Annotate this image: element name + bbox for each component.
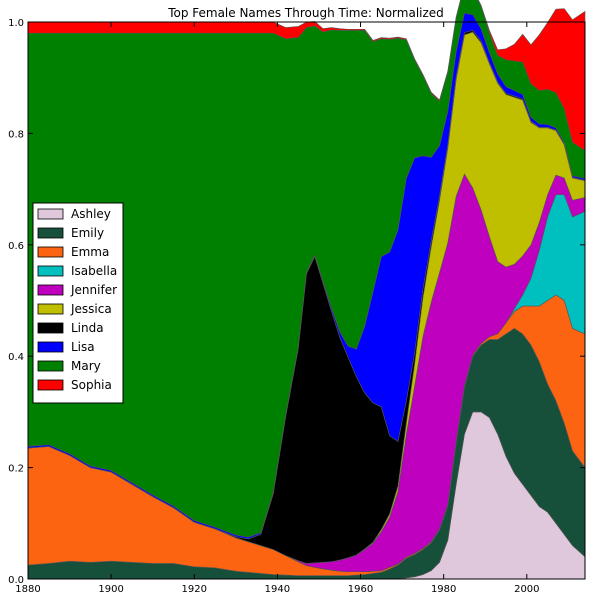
legend: Ashley Emily Emma Isabella Jennifer Jessica Li…: [32, 202, 124, 404]
y-tick-label: 0.4: [8, 352, 24, 363]
legend-swatch-isabella: [37, 265, 64, 277]
legend-label-emma: Emma: [71, 245, 109, 259]
axis-ticks: 1880 1900 1920 1940 1960 1980 2000 0.0 0.2 0.4 0.6…: [8, 18, 585, 595]
legend-swatch-jennifer: [37, 284, 64, 296]
legend-swatch-ashley: [37, 208, 64, 220]
legend-label-jessica: Jessica: [70, 302, 112, 316]
legend-label-mary: Mary: [71, 359, 101, 373]
plot-frame: [27, 21, 586, 580]
legend-label-isabella: Isabella: [71, 264, 117, 278]
legend-swatch-jessica: [37, 303, 64, 315]
x-tick-label: 1920: [182, 584, 207, 595]
x-tick-label: 1960: [348, 584, 373, 595]
legend-label-linda: Linda: [71, 321, 104, 335]
y-tick-label: 0.0: [8, 575, 24, 586]
legend-label-emily: Emily: [71, 226, 104, 240]
legend-swatch-sophia: [37, 379, 64, 391]
legend-swatch-lisa: [37, 341, 64, 353]
legend-swatch-emma: [37, 246, 64, 258]
legend-swatch-linda: [37, 322, 64, 334]
x-tick-label: 2000: [514, 584, 539, 595]
y-tick-label: 0.6: [8, 241, 24, 252]
x-tick-label: 1980: [431, 584, 456, 595]
legend-label-lisa: Lisa: [71, 340, 95, 354]
y-tick-label: 0.2: [8, 464, 24, 475]
chart-title: Top Female Names Through Time: Normalize…: [167, 6, 444, 20]
x-tick-label: 1940: [265, 584, 290, 595]
x-tick-label: 1900: [98, 584, 123, 595]
legend-swatch-emily: [37, 227, 64, 239]
legend-label-jennifer: Jennifer: [70, 283, 117, 297]
legend-label-sophia: Sophia: [71, 378, 112, 392]
legend-label-ashley: Ashley: [71, 207, 111, 221]
y-tick-label: 1.0: [8, 18, 24, 29]
legend-swatch-mary: [37, 360, 64, 372]
x-tick-label: 1880: [15, 584, 40, 595]
y-tick-label: 0.8: [8, 129, 24, 140]
